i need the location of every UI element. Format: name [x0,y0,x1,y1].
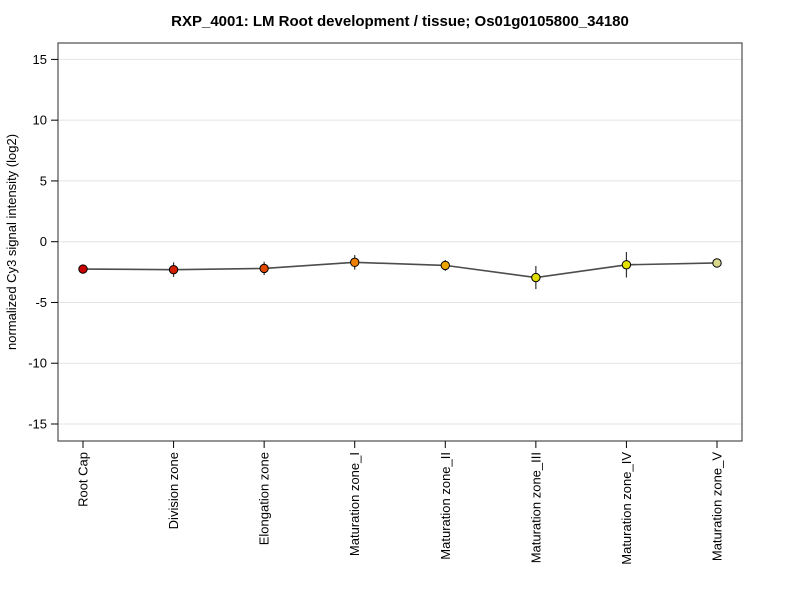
data-point [621,260,632,270]
y-tick-label: -15 [28,416,47,431]
data-point [531,272,541,283]
chart-title: RXP_4001: LM Root development / tissue; … [171,13,629,30]
x-category-label: Maturation zone_II [438,452,453,560]
y-tick-label: 15 [33,52,47,67]
x-category-label: Maturation zone_IV [619,452,634,565]
data-series [78,252,722,290]
y-tick-label: 0 [40,234,47,249]
y-tick-label: 10 [33,113,47,128]
axes: 15 10 5 0 -5 -10 -15 Root Cap Division zone Elong… [28,52,724,565]
x-category-label: Division zone [166,452,181,529]
data-point [259,263,269,274]
data-point [350,257,360,268]
x-category-label: Maturation zone_III [528,452,543,563]
data-point [712,258,722,268]
x-category-label: Maturation zone_V [710,452,725,561]
x-category-label: Maturation zone_I [347,452,362,556]
gridlines [58,58,742,425]
x-category-label: Root Cap [76,452,91,507]
data-point [440,260,450,271]
series-line [82,261,718,279]
y-tick-label: 5 [40,173,47,188]
y-axis-title: normalized Cy3 signal intensity (log2) [4,134,19,350]
data-point [78,264,88,274]
y-tick-label: -5 [35,295,47,310]
x-category-label: Elongation zone [257,452,272,545]
y-tick-label: -10 [28,356,47,371]
data-point [168,264,179,275]
